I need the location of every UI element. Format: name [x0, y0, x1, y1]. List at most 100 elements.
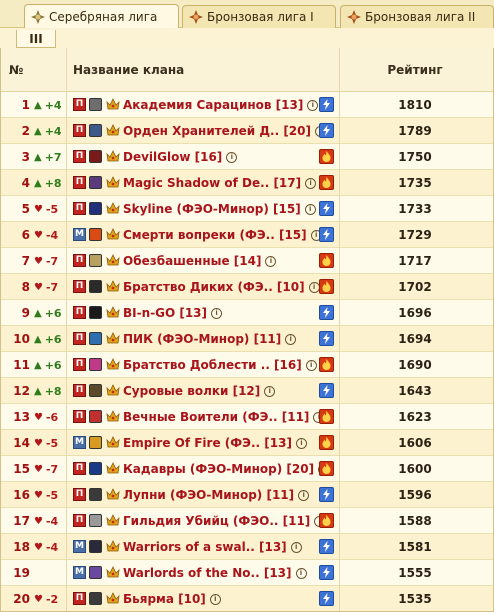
heart-down-icon: ♥ — [34, 281, 43, 293]
crown-icon — [106, 462, 120, 475]
tab-bronze-league-1[interactable]: Бронзовая лига I — [182, 5, 336, 28]
rank-change: ♥ -7 — [34, 274, 66, 300]
clan-name-link[interactable]: ПИК (ФЭО-Минор) [11] i — [123, 326, 297, 352]
table-row[interactable]: 5 ♥ -5 П Skyline (ФЭО-Минор) [15] i 1733 — [0, 196, 494, 222]
rank-change-value: -5 — [45, 488, 59, 502]
clan-name-link[interactable]: Skyline (ФЭО-Минор) [15] i — [123, 196, 316, 222]
table-row[interactable]: 13 ♥-6 П Вечные Воители (ФЭ.. [11]i 1623 — [0, 404, 494, 430]
clan-name: Кадавры (ФЭО-Минор) [20] — [123, 462, 315, 476]
clan-rating: 1643 — [398, 384, 432, 398]
clan-rating: 1694 — [398, 332, 432, 346]
clan-name-link[interactable]: Суровые волки [12] i — [123, 378, 276, 404]
clan-type-badge: П — [73, 176, 86, 189]
clan-type-badge: П — [73, 384, 86, 397]
info-icon[interactable]: i — [290, 541, 302, 553]
info-icon[interactable]: i — [307, 99, 319, 111]
info-icon[interactable]: i — [304, 203, 316, 215]
info-icon[interactable]: i — [209, 593, 221, 605]
clan-rating: 1735 — [398, 176, 432, 190]
info-icon[interactable]: i — [226, 151, 238, 163]
clan-emblem-icon — [89, 462, 102, 475]
info-icon[interactable]: i — [298, 489, 310, 501]
clan-emblem-icon — [89, 98, 102, 111]
clan-emblem-icon — [89, 202, 102, 215]
clan-name-link[interactable]: Empire Of Fire (ФЭ.. [13] i — [123, 430, 307, 456]
clan-name-link[interactable]: Вечные Воители (ФЭ.. [11]i — [123, 404, 325, 430]
table-row[interactable]: 6 ♥ -4 М Смерти вопреки (ФЭ.. [15] i 1729 — [0, 222, 494, 248]
clan-name-link[interactable]: BI-n-GO [13] i — [123, 300, 223, 326]
table-row[interactable]: 8 ♥ -7 П Братство Диких (ФЭ.. [10] i 1702 — [0, 274, 494, 300]
rank-change: ▲ +6 — [34, 326, 66, 352]
rank-change-value: -4 — [45, 540, 59, 554]
clan-name-link[interactable]: DevilGlow [16] i — [123, 144, 238, 170]
clan-name-link[interactable]: Бьярма [10] i — [123, 586, 221, 612]
clan-name-link[interactable]: Братство Доблести .. [16] i — [123, 352, 317, 378]
table-row[interactable]: 3 ▲ +7 П DevilGlow [16] i 1750 — [0, 144, 494, 170]
rank-change-value: -5 — [45, 202, 59, 216]
clan-type-badge: П — [73, 280, 86, 293]
tab-division-iii[interactable]: III — [16, 30, 56, 48]
rank-change: ♥ -6 — [34, 404, 66, 430]
table-row[interactable]: 1 ▲ +4 П Академия Сарацинов [13] i 1810 — [0, 92, 494, 118]
column-divider — [339, 48, 340, 612]
rank-change-value: +4 — [44, 124, 62, 138]
fire-icon — [319, 435, 334, 450]
clan-emblem-icon — [89, 254, 102, 267]
rank-change-value: +6 — [44, 306, 62, 320]
table-row[interactable]: 20 ♥ -2 П Бьярма [10] i 1535 — [0, 586, 494, 612]
tab-bronze-league-2[interactable]: Бронзовая лига II — [340, 5, 494, 28]
clan-name-link[interactable]: Академия Сарацинов [13] i — [123, 92, 319, 118]
clan-name-link[interactable]: Magic Shadow of De.. [17] i — [123, 170, 317, 196]
column-header-rating[interactable]: Рейтинг — [387, 63, 443, 77]
info-icon[interactable]: i — [285, 333, 297, 345]
column-header-clan-name[interactable]: Название клана — [73, 63, 185, 77]
clan-name-link[interactable]: Warlords of the No.. [13] i — [123, 560, 307, 586]
clan-name-link[interactable]: Обезбашенные [14] i — [123, 248, 277, 274]
arrow-up-icon: ▲ — [34, 151, 42, 163]
rank-change: ▲ +8 — [34, 170, 66, 196]
clan-type-badge: П — [73, 488, 86, 501]
table-row[interactable]: 10 ▲ +6 П ПИК (ФЭО-Минор) [11] i 1694 — [0, 326, 494, 352]
table-row[interactable]: 7 ♥ -7 П Обезбашенные [14] i 1717 — [0, 248, 494, 274]
info-icon[interactable]: i — [305, 177, 317, 189]
info-icon[interactable]: i — [211, 307, 223, 319]
table-row[interactable]: 4 ▲ +8 П Magic Shadow of De.. [17] i 1735 — [0, 170, 494, 196]
clan-name: Гильдия Убийц (ФЭО.. [11] — [123, 514, 311, 528]
clan-type-badge: П — [73, 306, 86, 319]
table-row[interactable]: 19 М Warlords of the No.. [13] i 1555 — [0, 560, 494, 586]
clan-rating: 1690 — [398, 358, 432, 372]
clan-name-link[interactable]: Лупни (ФЭО-Минор) [11] i — [123, 482, 310, 508]
rank-change: ▲ +4 — [34, 118, 66, 144]
table-row[interactable]: 18 ♥ -4 М Warriors of a swal.. [13] i 1581 — [0, 534, 494, 560]
rank-change: ▲ +8 — [34, 378, 66, 404]
info-icon[interactable]: i — [264, 385, 276, 397]
fire-icon — [319, 461, 334, 476]
position-number: 18 — [13, 540, 30, 554]
lightning-icon — [319, 591, 334, 606]
clan-name-link[interactable]: Warriors of a swal.. [13] i — [123, 534, 302, 560]
clan-emblem-icon — [89, 514, 102, 527]
info-icon[interactable]: i — [305, 359, 317, 371]
table-row[interactable]: 12 ▲ +8 П Суровые волки [12] i 1643 — [0, 378, 494, 404]
clan-type-badge: М — [73, 540, 86, 553]
info-icon[interactable]: i — [295, 567, 307, 579]
position-number: 15 — [13, 462, 30, 476]
table-row[interactable]: 11 ▲ +6 П Братство Доблести .. [16] i 1690 — [0, 352, 494, 378]
table-row[interactable]: 9 ▲ +6 П BI-n-GO [13] i 1696 — [0, 300, 494, 326]
info-icon[interactable]: i — [265, 255, 277, 267]
fire-icon — [319, 279, 334, 294]
table-row[interactable]: 14 ♥ -5 М Empire Of Fire (ФЭ.. [13] i 1606 — [0, 430, 494, 456]
rank-change-value: -7 — [45, 254, 59, 268]
column-header-number[interactable]: № — [9, 63, 24, 77]
tab-silver-league[interactable]: Серебряная лига — [24, 4, 179, 28]
rank-change-value: -5 — [45, 436, 59, 450]
clan-emblem-icon — [89, 332, 102, 345]
info-icon[interactable]: i — [295, 437, 307, 449]
position-number: 1 — [21, 98, 30, 112]
table-row[interactable]: 16 ♥ -5 П Лупни (ФЭО-Минор) [11] i 1596 — [0, 482, 494, 508]
clan-type-badge: П — [73, 332, 86, 345]
heart-down-icon: ♥ — [34, 515, 43, 527]
